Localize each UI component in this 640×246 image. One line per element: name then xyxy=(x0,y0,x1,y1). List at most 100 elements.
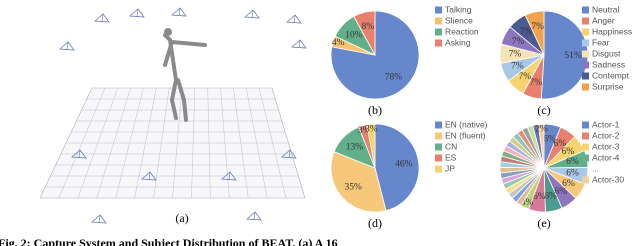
legend-label: EN (fluent) xyxy=(445,130,486,140)
legend-swatch xyxy=(582,83,589,91)
data-label: 7% xyxy=(518,72,531,82)
legend-swatch xyxy=(582,17,589,25)
camera xyxy=(293,14,296,24)
scene-label: (a) xyxy=(175,211,188,225)
data-label: 7% xyxy=(509,49,522,59)
avatar xyxy=(163,33,172,42)
pie-chart: 46%35%13%3%3%(d)EN (native)EN (fluent)CN… xyxy=(330,119,488,230)
camera xyxy=(251,9,254,19)
legend-swatch xyxy=(582,143,589,151)
legend-swatch xyxy=(582,50,589,58)
data-label: 46% xyxy=(395,160,413,170)
legend-label: Actor-2 xyxy=(592,130,620,140)
panel-label: (e) xyxy=(537,216,550,230)
legend-swatch xyxy=(582,132,589,140)
legend-label: JP xyxy=(445,163,455,173)
pie-slice xyxy=(524,10,545,56)
legend-label: Actor-1 xyxy=(592,119,620,129)
caption: Fig. 2: Capture System and Subject Distr… xyxy=(0,236,338,246)
legend-swatch xyxy=(582,121,589,129)
pie-slice xyxy=(366,123,376,169)
data-label: 6% xyxy=(562,147,575,157)
pie-slice xyxy=(374,123,420,212)
data-label: 6% xyxy=(566,157,579,167)
camera xyxy=(98,214,101,224)
legend-label: Sadness xyxy=(592,59,625,69)
legend-label: Anger xyxy=(592,15,615,25)
data-label: 10% xyxy=(345,30,363,40)
legend-swatch xyxy=(582,39,589,47)
data-label: 13% xyxy=(346,143,364,153)
legend-swatch xyxy=(435,17,442,25)
data-label: 6% xyxy=(566,168,579,178)
pie-slice xyxy=(537,123,545,169)
legend-label: Disgust xyxy=(592,48,621,58)
capture-scene xyxy=(39,7,307,224)
camera xyxy=(78,149,81,159)
pie-chart: 78% 4%10%8% (b) TalkingSlienceReactionAskin… xyxy=(330,4,479,117)
legend-label: Talking xyxy=(445,4,472,14)
data-label: 78% xyxy=(385,73,403,83)
legend-label: Actor-4 xyxy=(592,152,620,162)
camera xyxy=(298,39,301,49)
legend-swatch xyxy=(435,165,442,173)
avatar xyxy=(170,40,207,47)
legend-label: Actor-30 xyxy=(592,174,624,184)
legend-swatch xyxy=(435,143,442,151)
legend-swatch xyxy=(435,154,442,162)
data-label: 51% xyxy=(564,51,582,61)
legend-label: Surprise xyxy=(592,81,624,91)
panel-label: (c) xyxy=(537,103,550,117)
camera xyxy=(253,211,256,221)
legend-label: Slience xyxy=(445,15,473,25)
legend-swatch xyxy=(582,61,589,69)
legend-swatch xyxy=(582,176,589,184)
legend-swatch xyxy=(582,154,589,162)
data-label: 3% xyxy=(358,126,371,136)
legend-label: Reaction xyxy=(445,26,479,36)
data-label: 7% xyxy=(530,78,543,88)
camera xyxy=(148,171,151,181)
legend-swatch xyxy=(582,72,589,80)
legend-label: CN xyxy=(445,141,457,151)
avatar xyxy=(170,98,178,120)
avatar xyxy=(163,40,174,67)
legend-swatch xyxy=(435,6,442,14)
camera xyxy=(228,171,231,181)
legend-swatch xyxy=(435,121,442,129)
data-label: 6% xyxy=(554,187,567,197)
camera xyxy=(288,149,291,159)
data-label: 3% xyxy=(521,198,534,208)
data-label: 6% xyxy=(543,135,556,145)
camera xyxy=(66,41,69,51)
avatar xyxy=(182,98,188,122)
legend-label: Happiness xyxy=(592,26,632,36)
legend-label: Actor-3 xyxy=(592,141,620,151)
legend-label: Contempt xyxy=(592,70,629,80)
data-label: 8% xyxy=(361,22,374,32)
data-label: 2% xyxy=(535,125,548,135)
avatar xyxy=(176,78,186,102)
data-label: 7% xyxy=(512,37,525,47)
data-label: 7% xyxy=(520,27,533,37)
camera xyxy=(101,13,104,23)
data-label: 6% xyxy=(544,191,557,201)
pie-slice xyxy=(353,10,376,56)
data-label: 35% xyxy=(345,182,363,192)
data-label: 7% xyxy=(531,22,544,32)
legend-label: EN (native) xyxy=(445,119,488,129)
legend-swatch xyxy=(435,39,442,47)
panel-label: (d) xyxy=(368,216,382,230)
legend-swatch xyxy=(435,28,442,36)
avatar-head xyxy=(164,28,172,36)
legend-label: ES xyxy=(445,152,457,162)
data-label: 6% xyxy=(554,139,567,149)
pie-slice xyxy=(330,151,387,213)
legend-swatch xyxy=(435,132,442,140)
data-label: 3% xyxy=(365,125,378,135)
panel-label: (b) xyxy=(368,103,382,117)
legend-swatch xyxy=(582,28,589,36)
camera xyxy=(178,7,181,17)
pie-chart: 51%7%7%7%7%7%7%7%(c)NeutralAngerHappines… xyxy=(499,4,632,117)
